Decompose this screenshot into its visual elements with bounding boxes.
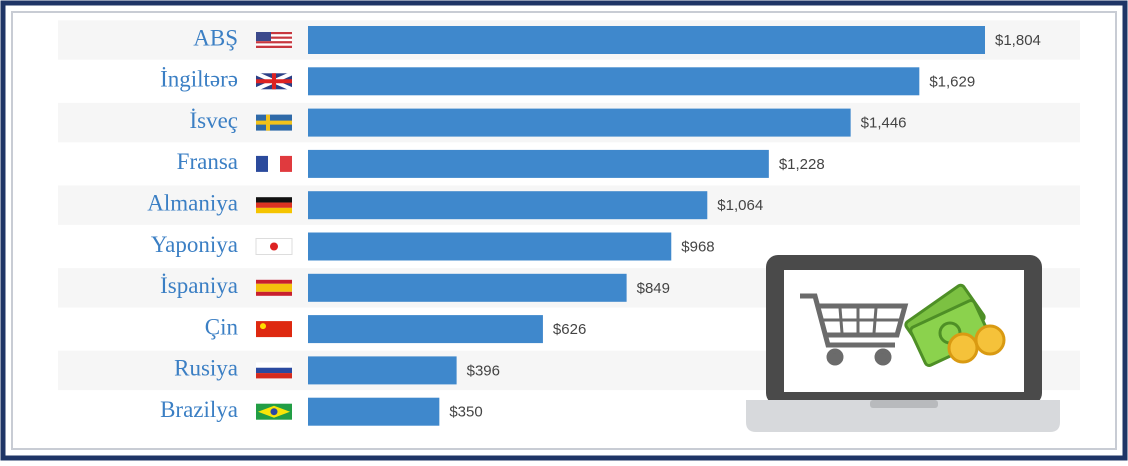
flag-stripe	[256, 197, 292, 203]
flag-stripe	[268, 155, 280, 172]
flag-cross	[256, 114, 292, 131]
category-label: Rusiya	[174, 356, 238, 381]
flag-stripe	[256, 202, 292, 208]
flag-stripe	[256, 207, 292, 214]
category-label: ABŞ	[193, 25, 238, 50]
flag-stripe	[256, 279, 292, 284]
flag	[256, 362, 292, 379]
flag-star	[260, 323, 266, 330]
flag	[255, 238, 293, 255]
bar	[308, 67, 920, 96]
flag-stripe	[256, 45, 292, 48]
category-label: Çin	[205, 314, 239, 339]
flag-stripe	[256, 367, 292, 374]
flag-stripe	[256, 38, 292, 42]
category-label: Fransa	[177, 149, 238, 174]
value-label: $1,804	[995, 32, 1041, 49]
flag-bg	[256, 321, 292, 338]
flag	[256, 279, 292, 296]
bar	[308, 149, 769, 178]
bar	[308, 315, 543, 344]
value-label: $1,228	[779, 156, 825, 173]
inner-frame	[11, 11, 1117, 450]
value-label: $626	[553, 321, 586, 338]
flag	[256, 114, 292, 131]
bar	[308, 108, 851, 137]
value-label: $1,629	[929, 73, 975, 90]
bar	[308, 232, 672, 261]
flag	[256, 32, 292, 48]
flag-stripe	[256, 34, 292, 37]
money-icon	[904, 283, 1006, 368]
category-label: Brazilya	[160, 397, 238, 422]
value-label: $968	[681, 238, 714, 255]
bar	[308, 273, 627, 302]
flag	[255, 71, 293, 92]
flag-stripe	[256, 362, 292, 368]
category-label: İsveç	[189, 108, 238, 133]
flag	[256, 155, 292, 172]
cart-icon	[800, 293, 909, 366]
flag-stripe	[256, 43, 292, 46]
flag-stripe	[256, 373, 292, 379]
value-label: $1,064	[717, 197, 763, 214]
bar	[308, 191, 708, 220]
flag-stripe	[256, 36, 292, 39]
flag	[256, 197, 292, 214]
flag-cross	[256, 73, 292, 90]
flag-stripe	[256, 155, 268, 172]
bar	[308, 397, 440, 426]
flag-globe	[270, 408, 278, 416]
category-label: Almaniya	[147, 190, 238, 215]
category-label: İspaniya	[160, 273, 238, 298]
category-label: Yaponiya	[151, 232, 238, 257]
flag	[256, 321, 292, 338]
flag-stripe	[256, 291, 292, 296]
bar	[308, 356, 457, 385]
flag-stripe	[280, 155, 292, 172]
laptop-base	[746, 400, 1060, 432]
value-label: $849	[637, 280, 670, 297]
value-label: $350	[449, 404, 482, 421]
flag-stripe	[256, 41, 292, 44]
flag-canton	[256, 32, 271, 41]
value-label: $1,446	[861, 115, 907, 132]
laptop-notch	[870, 400, 938, 408]
category-label: İngiltərə	[160, 67, 238, 92]
flag-stripe	[256, 32, 292, 35]
flag-sun	[270, 242, 278, 251]
bar	[308, 26, 985, 54]
laptop-illustration	[746, 255, 1060, 432]
flag	[256, 403, 292, 420]
value-label: $396	[467, 362, 500, 379]
flag-stripe	[256, 283, 292, 292]
